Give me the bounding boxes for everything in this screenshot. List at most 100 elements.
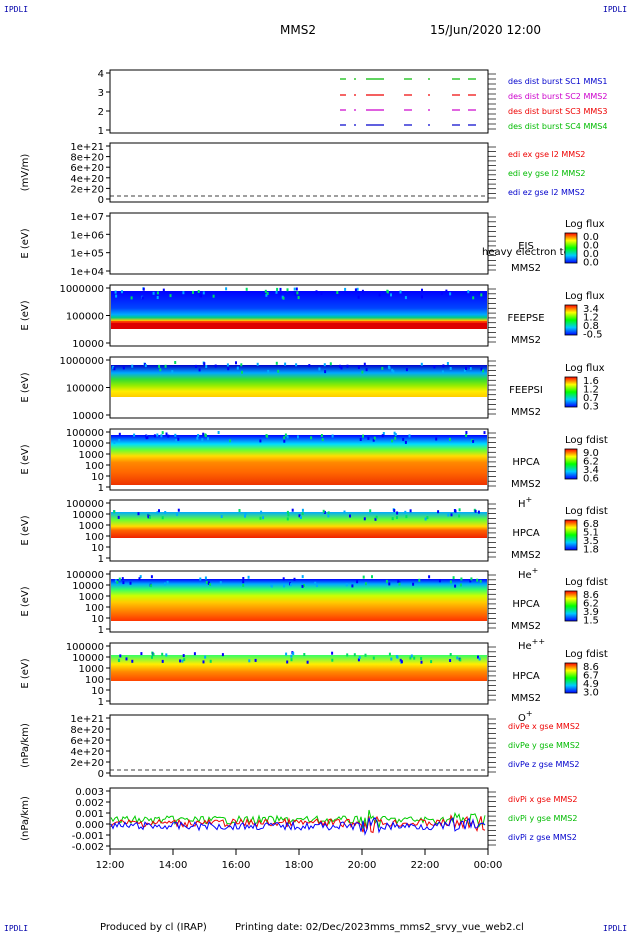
speckle xyxy=(156,296,159,299)
speckle xyxy=(386,290,389,294)
speckle xyxy=(298,514,301,518)
y-tick-label: 1e+06 xyxy=(70,230,104,241)
speckle xyxy=(284,362,287,366)
colorbar-label: 1.5 xyxy=(583,616,599,627)
speckle xyxy=(294,292,297,296)
speckle xyxy=(396,655,399,659)
y-tick-label: 1000000 xyxy=(59,356,104,367)
speckle xyxy=(174,361,177,364)
speckle xyxy=(259,439,262,443)
speckle xyxy=(226,363,229,367)
speckle xyxy=(293,577,296,581)
speckle xyxy=(284,433,287,437)
speckle xyxy=(181,659,184,663)
species-label: He+ xyxy=(518,566,538,581)
y-tick-label: 1e+04 xyxy=(70,267,104,278)
speckle xyxy=(388,366,391,370)
speckle xyxy=(372,438,375,442)
speckle xyxy=(200,294,203,298)
speckle xyxy=(248,659,251,663)
speckle xyxy=(162,288,165,292)
speckle xyxy=(410,654,413,658)
speckle xyxy=(394,433,397,437)
y-tick-label: 10000 xyxy=(72,510,104,521)
panel-frame xyxy=(109,212,489,275)
instrument-label: HPCA xyxy=(512,528,540,539)
colorbar xyxy=(564,232,578,264)
colorbar-label: 5.1 xyxy=(583,528,599,539)
y-tick-label: 100000 xyxy=(66,642,104,653)
speckle xyxy=(245,287,248,291)
speckle xyxy=(241,370,243,374)
speckle xyxy=(174,433,177,437)
speckle xyxy=(242,580,245,584)
speckle xyxy=(195,364,197,368)
speckle xyxy=(262,516,265,520)
y-tick-label: 0.003 xyxy=(75,787,104,798)
speckle xyxy=(442,364,445,368)
y-tick-label: 1 xyxy=(98,126,104,137)
speckle xyxy=(122,366,125,370)
speckle xyxy=(438,579,441,583)
speckle xyxy=(385,579,388,583)
speckle xyxy=(240,363,243,367)
y-tick-label: 100000 xyxy=(66,312,104,323)
speckle xyxy=(456,656,459,660)
speckle xyxy=(198,368,201,372)
y-tick-label: 0 xyxy=(98,195,104,206)
speckle xyxy=(164,364,167,368)
speckle xyxy=(290,658,293,662)
spacecraft-label: MMS2 xyxy=(511,479,541,490)
speckle xyxy=(121,290,123,294)
species-label: H+ xyxy=(518,495,532,510)
y-tick-label: 6e+20 xyxy=(70,163,104,174)
colorbar-label: -0.5 xyxy=(583,330,603,341)
colorbar-label: 0.3 xyxy=(583,402,599,413)
y-axis-label: E (eV) xyxy=(20,300,31,330)
speckle xyxy=(205,580,208,584)
speckle xyxy=(229,439,232,443)
speckle xyxy=(323,363,326,367)
colorbar xyxy=(564,662,578,694)
y-tick-label: 100000 xyxy=(66,428,104,439)
colorbar-label: 6.2 xyxy=(583,457,599,468)
speckle xyxy=(459,583,462,587)
colorbar xyxy=(564,590,578,622)
colorbar-label: 3.9 xyxy=(583,607,599,618)
speckle xyxy=(454,584,457,588)
speckle xyxy=(460,577,463,581)
panel-frame xyxy=(109,142,489,203)
speckle xyxy=(214,364,217,368)
y-tick-label: 10000 xyxy=(72,439,104,450)
speckle xyxy=(465,367,467,370)
speckle xyxy=(121,577,124,581)
speckle xyxy=(320,434,323,437)
legend-entry: divPi z gse MMS2 xyxy=(508,833,577,842)
speckle xyxy=(318,367,321,371)
speckle xyxy=(430,660,433,664)
speckle xyxy=(420,660,423,664)
speckle xyxy=(158,364,161,368)
speckle xyxy=(286,288,289,292)
colorbar-title: Log fdist xyxy=(565,435,608,446)
spacecraft-label: MMS2 xyxy=(511,335,541,346)
speckle xyxy=(322,509,325,513)
instrument-label: HPCA xyxy=(512,671,540,682)
speckle xyxy=(356,287,359,291)
y-tick-label: 8e+20 xyxy=(70,725,104,736)
speckle xyxy=(420,362,423,366)
y-tick-label: 1000 xyxy=(79,450,104,461)
speckle xyxy=(202,291,205,295)
colorbar xyxy=(564,519,578,551)
divpi-series-2 xyxy=(110,816,486,836)
x-tick-label: 22:00 xyxy=(411,860,440,871)
speckle xyxy=(449,659,452,662)
speckle xyxy=(356,580,359,584)
speckle xyxy=(399,658,402,662)
instrument-label: HPCA xyxy=(512,457,540,468)
speckle xyxy=(345,583,348,587)
speckle xyxy=(299,516,302,519)
speckle xyxy=(286,517,289,521)
